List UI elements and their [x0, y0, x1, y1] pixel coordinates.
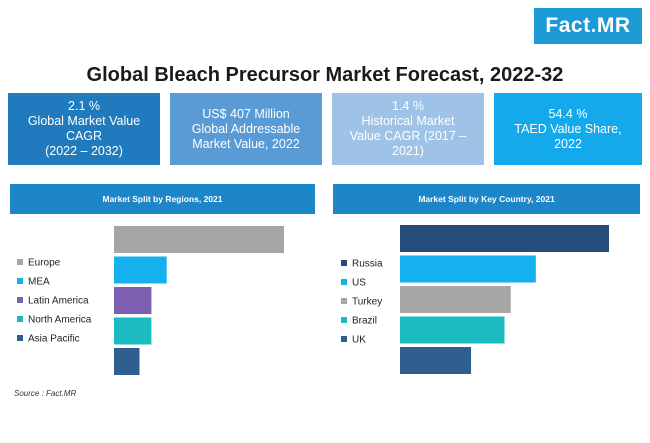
legend-label: Russia — [352, 259, 383, 270]
bar-europe — [114, 226, 284, 253]
regions-bar-chart: Europe MEA Latin America North America Asia … — [17, 226, 284, 375]
legend-label: MEA — [28, 277, 50, 288]
legend-swatch — [341, 279, 347, 285]
bar-brazil — [400, 316, 505, 344]
legend-label: Europe — [28, 258, 61, 269]
legend-label: Asia Pacific — [28, 334, 80, 345]
bar-uk — [400, 347, 472, 374]
kpi-line: 2021) — [392, 144, 424, 158]
country-chart-header: Market Split by Key Country, 2021 — [333, 184, 640, 214]
legend-swatch — [17, 316, 23, 322]
legend-swatch — [341, 298, 347, 304]
kpi-line: CAGR — [65, 129, 103, 143]
legend-label: UK — [352, 335, 366, 346]
kpi-line: Market Value, 2022 — [192, 136, 300, 151]
kpi-line: Global Market Value — [27, 114, 141, 128]
legend-label: US — [352, 278, 366, 289]
legend-swatch — [17, 259, 23, 265]
kpi-line: 2022 — [554, 136, 582, 151]
bar-asia-pacific — [114, 348, 140, 375]
kpi-line: 2.1 % — [68, 99, 100, 113]
legend-label: Turkey — [352, 297, 382, 308]
bar-us — [400, 255, 536, 283]
logo-text-dot: . — [590, 14, 597, 37]
source-note: Source : Fact.MR — [14, 389, 77, 398]
regions-chart-title: Market Split by Regions, 2021 — [102, 194, 223, 204]
regions-chart-header: Market Split by Regions, 2021 — [10, 184, 315, 214]
kpi-line: US$ 407 Million — [202, 106, 290, 121]
legend-label: North America — [28, 315, 92, 326]
factmr-logo: Fact. MR — [534, 8, 642, 44]
legend-swatch — [341, 336, 347, 342]
legend-swatch — [341, 260, 347, 266]
kpi-line: Historical Market — [361, 114, 455, 128]
kpi-card-historical-cagr: 1.4 % Historical Market Value CAGR (2017 –… — [332, 93, 484, 165]
kpi-line: (2022 – 2032) — [45, 144, 123, 158]
kpi-line: Global Addressable — [191, 121, 301, 136]
kpi-line: 54.4 % — [548, 106, 588, 121]
logo-text-mr: MR — [596, 14, 631, 37]
country-bar-chart: Russia US Turkey Brazil UK — [341, 225, 609, 374]
legend-swatch — [341, 317, 347, 323]
bar-north-america — [114, 317, 152, 345]
bar-russia — [400, 225, 609, 252]
kpi-card-taed-share: 54.4 % TAED Value Share, 2022 — [494, 93, 642, 165]
legend-label: Brazil — [352, 316, 377, 327]
kpi-line: TAED Value Share, — [514, 121, 622, 136]
kpi-card-addressable-value: US$ 407 Million Global Addressable Market … — [170, 93, 322, 165]
kpi-line: 1.4 % — [392, 99, 424, 113]
legend-swatch — [17, 297, 23, 303]
legend-label: Latin America — [28, 296, 89, 307]
logo-text-fact: Fact — [545, 14, 591, 37]
kpi-card-global-cagr: 2.1 % Global Market Value CAGR (2022 – 2032… — [8, 93, 160, 165]
bar-mea — [114, 256, 167, 284]
bar-latin-america — [114, 287, 152, 314]
page-title: Global Bleach Precursor Market Forecast,… — [86, 64, 564, 86]
legend-swatch — [17, 335, 23, 341]
bar-turkey — [400, 286, 511, 313]
country-chart-title: Market Split by Key Country, 2021 — [418, 194, 555, 204]
kpi-line: Value CAGR (2017 – — [349, 129, 467, 143]
legend-swatch — [17, 278, 23, 284]
